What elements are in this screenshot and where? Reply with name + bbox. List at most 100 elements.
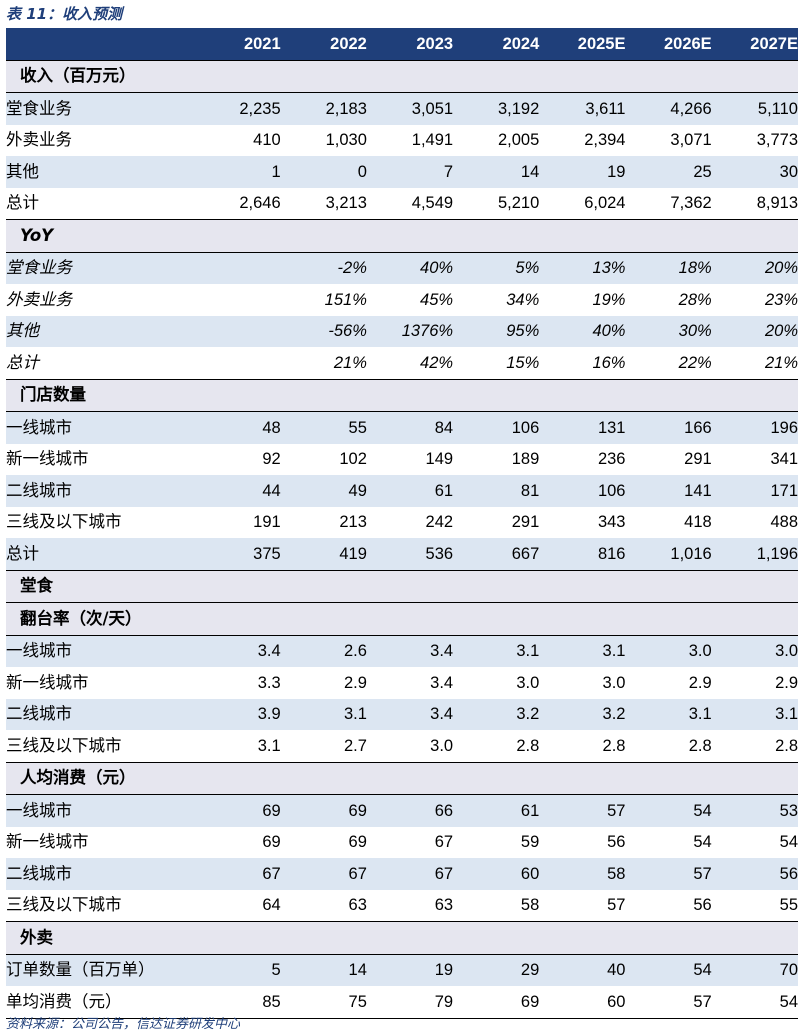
value-cell: 1376% bbox=[366, 315, 454, 347]
section-empty-cell bbox=[280, 569, 367, 603]
section-empty-cell bbox=[280, 761, 367, 795]
value-cell: 2.8 bbox=[711, 730, 798, 762]
value-cell: 8,913 bbox=[711, 187, 798, 220]
section-empty-cell bbox=[625, 219, 712, 253]
table-row: 外卖业务 410 1,030 1,491 2,005 2,394 3,071 3,773 bbox=[6, 124, 798, 156]
header-corner-cell bbox=[6, 28, 195, 60]
value-cell: 54 bbox=[625, 954, 712, 986]
section-empty-cell bbox=[366, 602, 454, 636]
section-empty-cell bbox=[366, 219, 454, 253]
value-cell: 40 bbox=[539, 954, 626, 986]
value-cell: 29 bbox=[453, 954, 540, 986]
value-cell: 191 bbox=[194, 506, 281, 538]
value-cell: 291 bbox=[453, 506, 540, 538]
section-empty-cell bbox=[366, 59, 454, 93]
value-cell: 3.3 bbox=[194, 667, 281, 699]
value-cell: 20% bbox=[711, 315, 798, 347]
value-cell: 58 bbox=[453, 889, 540, 922]
value-cell: 4,549 bbox=[366, 187, 454, 220]
section-empty-cell bbox=[625, 761, 712, 795]
value-cell: 66 bbox=[366, 794, 454, 827]
value-cell: 3.1 bbox=[194, 730, 281, 762]
value-cell: 57 bbox=[539, 794, 626, 827]
table-row: 外卖业务 151% 45% 34% 19% 28% 23% bbox=[6, 284, 798, 316]
value-cell: 21% bbox=[711, 347, 798, 379]
value-cell: 3,071 bbox=[625, 124, 712, 156]
value-cell: 19 bbox=[366, 954, 454, 986]
year-header: 2026E bbox=[625, 28, 712, 60]
section-empty-cell bbox=[711, 59, 798, 93]
section-empty-cell bbox=[453, 761, 540, 795]
value-cell: 2.9 bbox=[280, 667, 367, 699]
value-cell: 30 bbox=[711, 156, 798, 188]
value-cell: 3.2 bbox=[453, 698, 540, 730]
section-empty-cell bbox=[194, 602, 281, 636]
value-cell: 1,196 bbox=[711, 538, 798, 570]
value-cell: 13% bbox=[539, 252, 626, 284]
value-cell: 45% bbox=[366, 284, 454, 316]
section-empty-cell bbox=[625, 59, 712, 93]
value-cell: 61 bbox=[366, 475, 454, 507]
value-cell: 1,491 bbox=[366, 124, 454, 156]
table-row: 订单数量（百万单） 5 14 19 29 40 54 70 bbox=[6, 954, 798, 986]
year-header: 2021 bbox=[194, 28, 281, 60]
value-cell: -56% bbox=[280, 315, 367, 347]
table-row: 三线及以下城市 191 213 242 291 343 418 488 bbox=[6, 506, 798, 538]
value-cell: 3,773 bbox=[711, 124, 798, 156]
value-cell: 242 bbox=[366, 506, 454, 538]
table-row: 三线及以下城市 3.1 2.7 3.0 2.8 2.8 2.8 2.8 bbox=[6, 730, 798, 762]
value-cell: 2,646 bbox=[194, 187, 281, 220]
value-cell bbox=[194, 315, 281, 347]
section-empty-cell bbox=[280, 602, 367, 636]
row-label: 二线城市 bbox=[6, 858, 195, 890]
value-cell: 5% bbox=[453, 252, 540, 284]
value-cell: 81 bbox=[453, 475, 540, 507]
row-label: 新一线城市 bbox=[6, 667, 195, 699]
value-cell: 60 bbox=[453, 858, 540, 890]
value-cell: 54 bbox=[625, 826, 712, 858]
table-row: 其他 1 0 7 14 19 25 30 bbox=[6, 156, 798, 188]
section-empty-cell bbox=[194, 378, 281, 412]
table-row: 一线城市 48 55 84 106 131 166 196 bbox=[6, 411, 798, 444]
section-header-row: 门店数量 bbox=[6, 378, 798, 412]
table-caption: 表 11：收入预测 bbox=[6, 5, 123, 23]
section-empty-cell bbox=[711, 761, 798, 795]
value-cell: 54 bbox=[711, 826, 798, 858]
value-cell: 55 bbox=[711, 889, 798, 922]
value-cell: 28% bbox=[625, 284, 712, 316]
value-cell: 3.4 bbox=[366, 698, 454, 730]
value-cell: 85 bbox=[194, 986, 281, 1019]
value-cell: 84 bbox=[366, 411, 454, 444]
value-cell: 22% bbox=[625, 347, 712, 379]
value-cell: 57 bbox=[539, 889, 626, 922]
row-label: 外卖业务 bbox=[6, 284, 195, 316]
value-cell: 3.0 bbox=[711, 635, 798, 667]
value-cell: 5,110 bbox=[711, 92, 798, 125]
row-label: 堂食业务 bbox=[6, 252, 195, 284]
value-cell: 25 bbox=[625, 156, 712, 188]
value-cell: 291 bbox=[625, 443, 712, 475]
value-cell: 0 bbox=[280, 156, 367, 188]
value-cell: 3.4 bbox=[366, 635, 454, 667]
section-empty-cell bbox=[625, 378, 712, 412]
value-cell: 3.1 bbox=[453, 635, 540, 667]
row-label: 订单数量（百万单） bbox=[6, 954, 195, 986]
value-cell: 59 bbox=[453, 826, 540, 858]
value-cell: 54 bbox=[711, 986, 798, 1019]
value-cell: 7 bbox=[366, 156, 454, 188]
table-row: 总计 21% 42% 15% 16% 22% 21% bbox=[6, 347, 798, 379]
value-cell: 95% bbox=[453, 315, 540, 347]
section-empty-cell bbox=[711, 921, 798, 955]
section-empty-cell bbox=[366, 569, 454, 603]
value-cell: 67 bbox=[280, 858, 367, 890]
row-label: 二线城市 bbox=[6, 698, 195, 730]
section-title: 外卖 bbox=[6, 921, 195, 955]
value-cell: 2.8 bbox=[453, 730, 540, 762]
value-cell: 3,051 bbox=[366, 92, 454, 125]
section-empty-cell bbox=[280, 378, 367, 412]
header-row: 2021 2022 2023 2024 2025E 2026E 2027E bbox=[6, 28, 798, 60]
table-row: 新一线城市 69 69 67 59 56 54 54 bbox=[6, 826, 798, 858]
value-cell: 131 bbox=[539, 411, 626, 444]
value-cell: -2% bbox=[280, 252, 367, 284]
value-cell: 149 bbox=[366, 443, 454, 475]
